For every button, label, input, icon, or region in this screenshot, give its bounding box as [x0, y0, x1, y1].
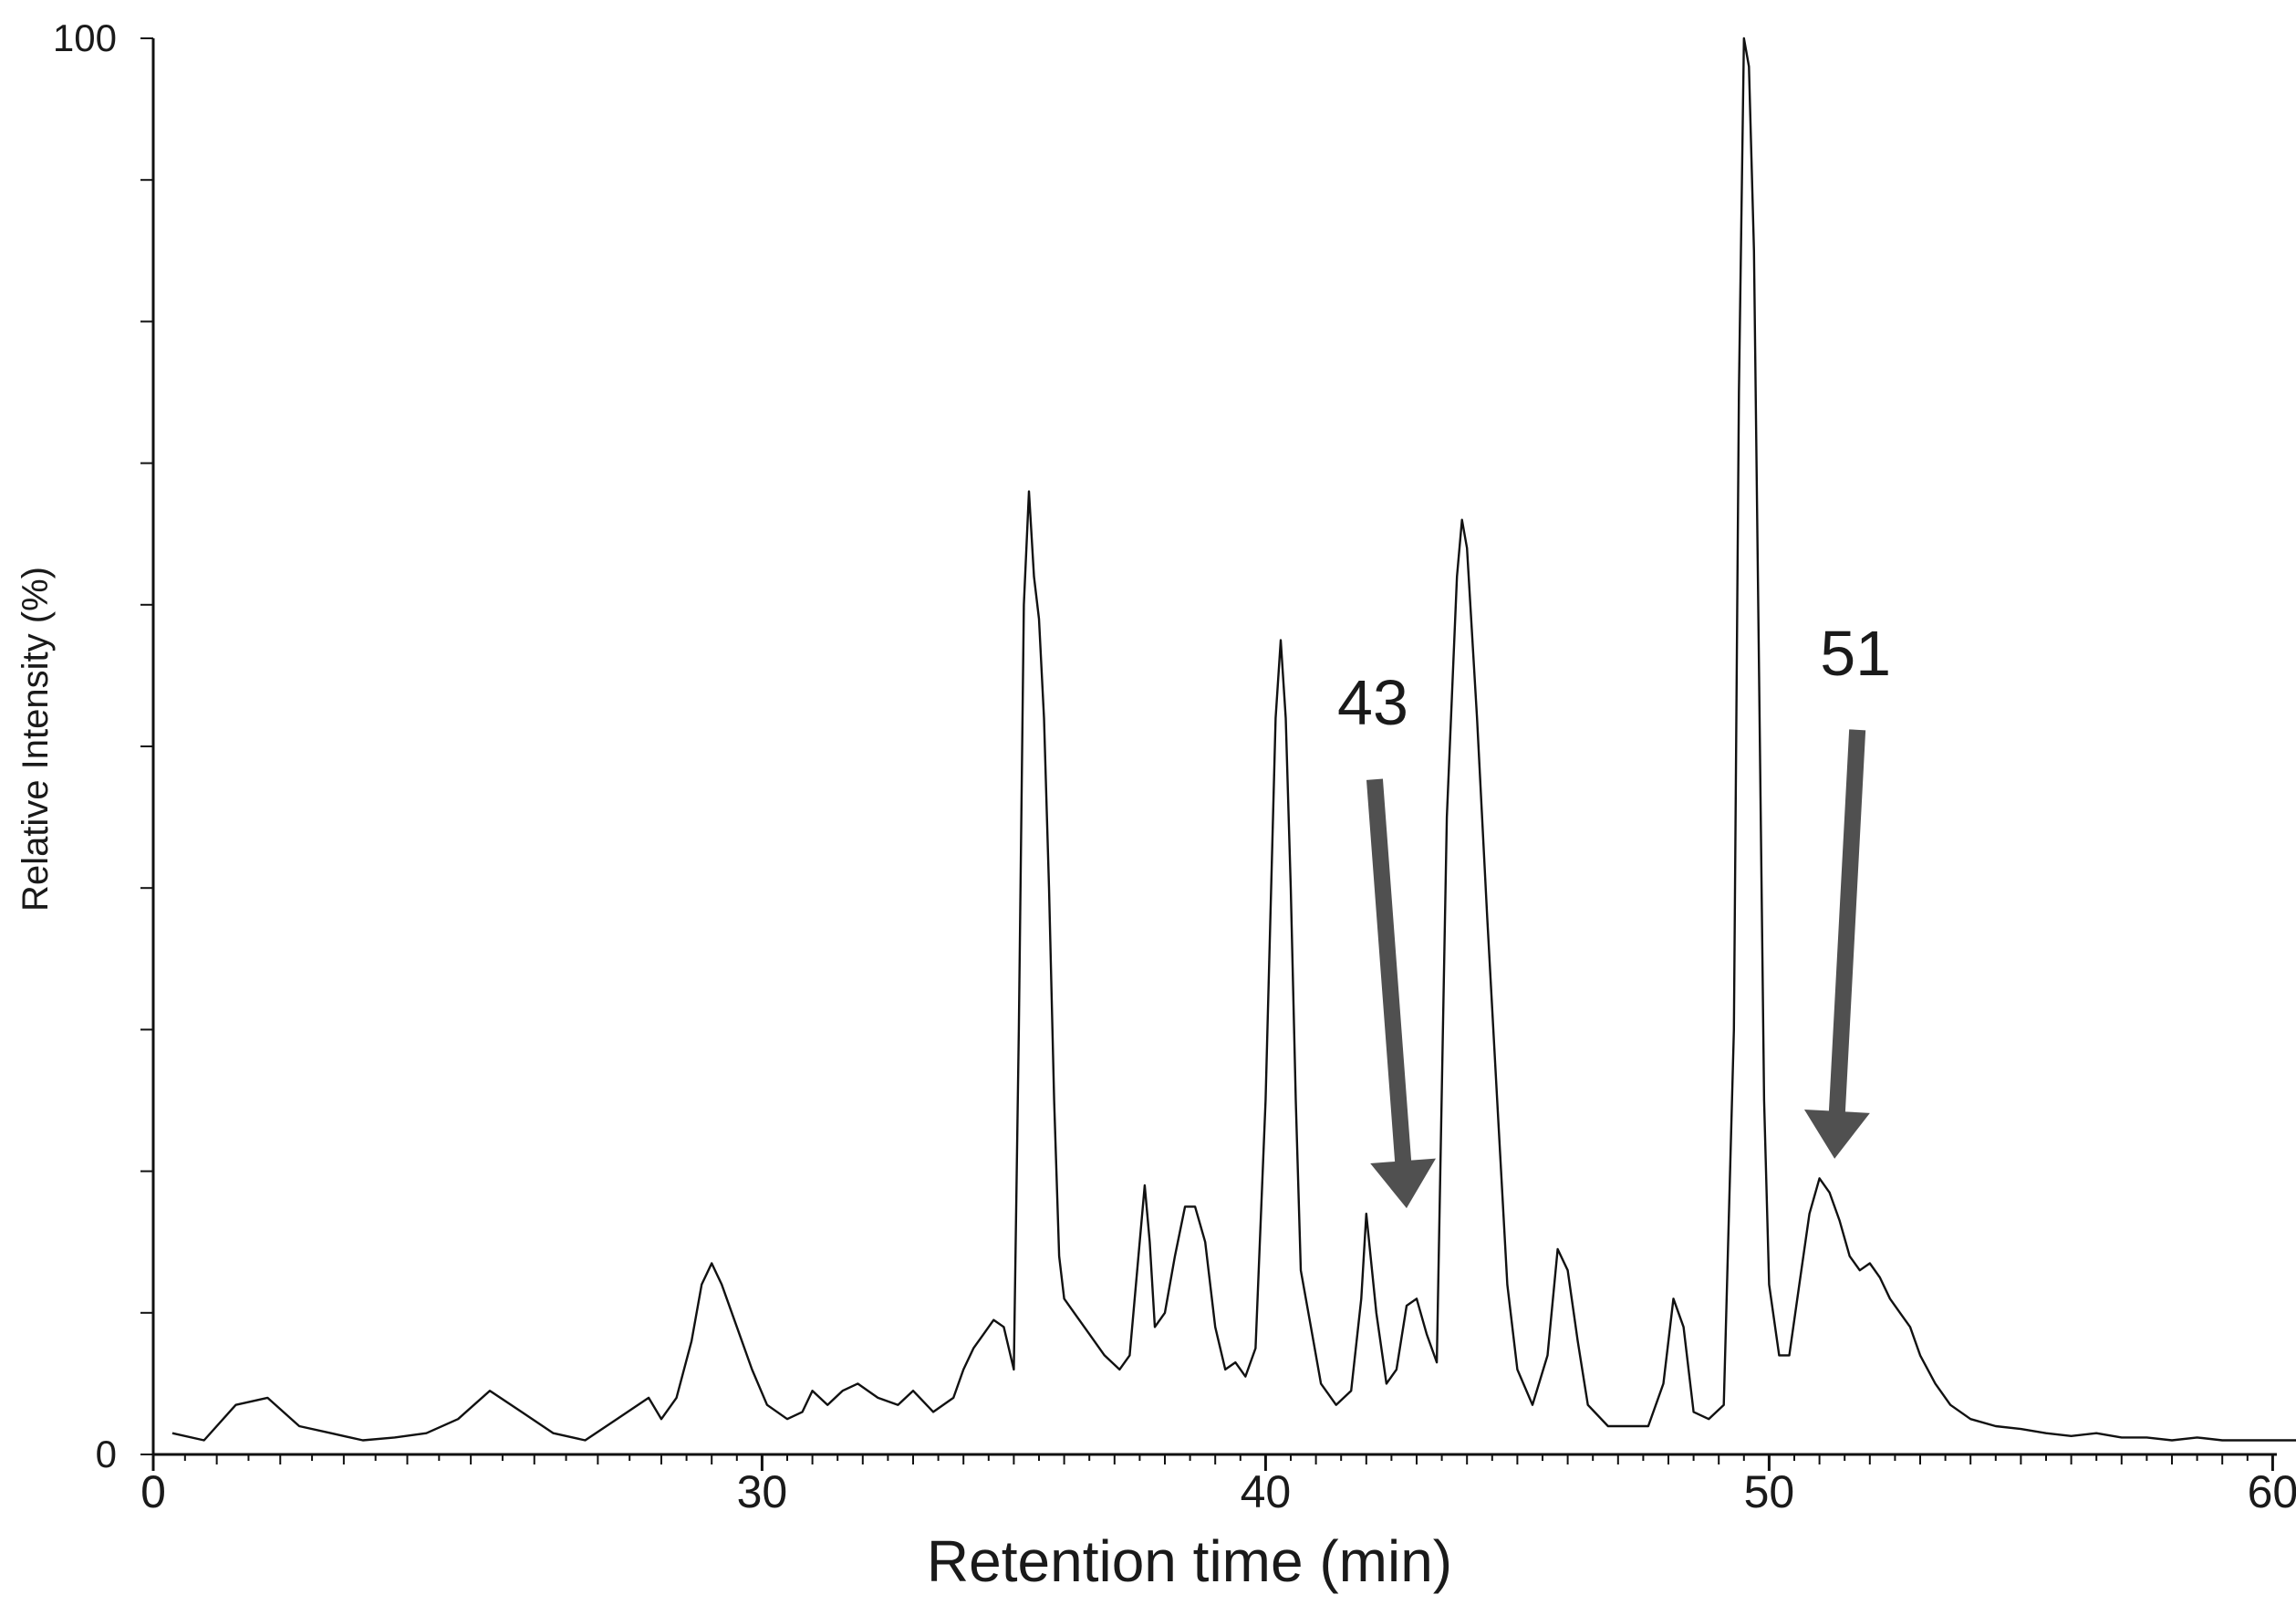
series-line-group — [171, 36, 2296, 1442]
y-axis-title: Relative Intensity (%) — [16, 567, 56, 912]
annotation-label-51: 51 — [1820, 618, 1891, 689]
y-tick-label: 100 — [53, 16, 117, 59]
peak-annotations: 43 51 — [1337, 618, 1891, 1209]
x-tick-label: 60 — [2248, 1466, 2296, 1517]
x-tick-label: 50 — [1744, 1466, 1795, 1517]
x-tick-label: 40 — [1241, 1466, 1292, 1517]
annotation-label-43: 43 — [1337, 667, 1408, 738]
y-tick-label: 0 — [96, 1433, 117, 1475]
axes — [151, 38, 2277, 1456]
x-tick-label: 0 — [140, 1466, 166, 1517]
annotation-arrow-51 — [1803, 729, 1870, 1159]
axis-ticks: 0 100 0 30 40 50 60 — [53, 16, 2296, 1517]
series-line-0 — [171, 36, 2296, 1442]
x-tick-label: 30 — [737, 1466, 788, 1517]
annotation-arrow-43 — [1366, 778, 1436, 1209]
x-axis-title: Retention time (min) — [927, 1528, 1452, 1594]
